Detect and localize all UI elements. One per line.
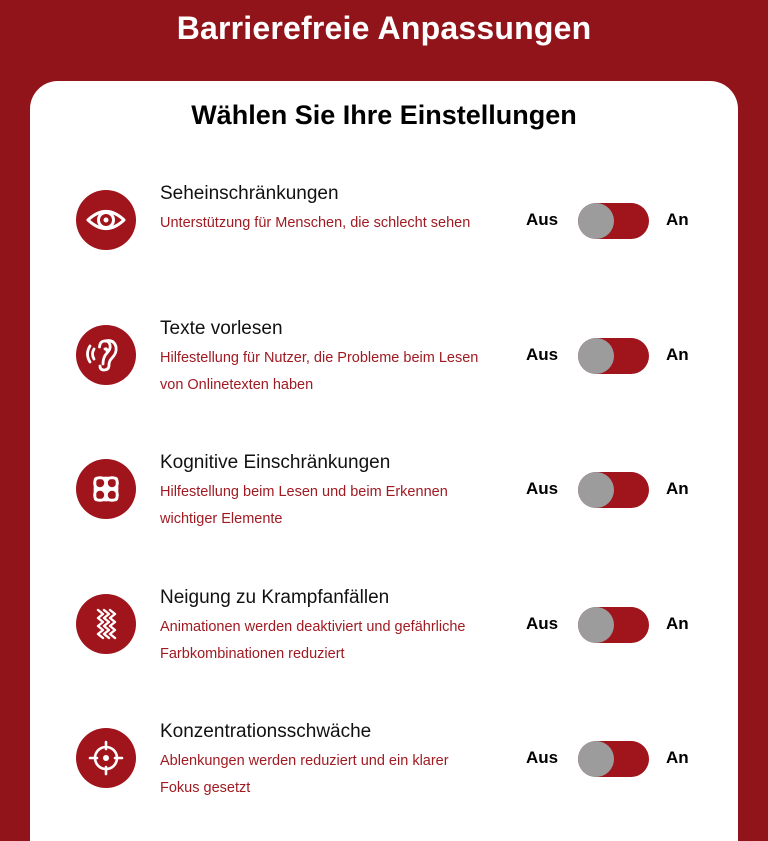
setting-row-read-aloud: Texte vorlesen Hilfestellung für Nutzer,… bbox=[30, 318, 738, 408]
toggle-on-label: An bbox=[666, 748, 689, 767]
setting-title: Kognitive Einschränkungen bbox=[160, 452, 391, 473]
settings-panel: Wählen Sie Ihre Einstellungen Seheinschr… bbox=[30, 81, 738, 841]
toggle-on-label: An bbox=[666, 479, 689, 498]
target-icon bbox=[76, 728, 136, 788]
cognitive-toggle[interactable] bbox=[578, 472, 649, 508]
setting-description: Animationen werden deaktiviert und gefäh… bbox=[160, 619, 466, 662]
setting-row-vision: Seheinschränkungen Unterstützung für Men… bbox=[30, 183, 738, 273]
toggle-off-label: Aus bbox=[526, 345, 559, 364]
setting-row-cognitive: Kognitive Einschränkungen Hilfestellung … bbox=[30, 452, 738, 542]
setting-title: Konzentrationsschwäche bbox=[160, 721, 372, 742]
toggle-knob bbox=[578, 607, 614, 643]
toggle-knob bbox=[578, 741, 614, 777]
concentration-toggle[interactable] bbox=[578, 741, 649, 777]
toggle-off-label: Aus bbox=[526, 210, 559, 229]
setting-title: Neigung zu Krampfanfällen bbox=[160, 587, 390, 608]
setting-description: Hilfestellung beim Lesen und beim Erkenn… bbox=[160, 484, 448, 527]
setting-row-seizure: Neigung zu Krampfanfällen Animationen we… bbox=[30, 587, 738, 677]
vision-toggle[interactable] bbox=[578, 203, 649, 239]
setting-row-concentration: Konzentrationsschwäche Ablenkungen werde… bbox=[30, 721, 738, 811]
toggle-knob bbox=[578, 472, 614, 508]
eye-icon bbox=[76, 190, 136, 250]
read-aloud-toggle[interactable] bbox=[578, 338, 649, 374]
toggle-off-label: Aus bbox=[526, 479, 559, 498]
panel-title: Wählen Sie Ihre Einstellungen bbox=[191, 100, 577, 130]
toggle-off-label: Aus bbox=[526, 614, 559, 633]
setting-title: Texte vorlesen bbox=[160, 318, 283, 339]
ear-icon bbox=[76, 325, 136, 385]
page-title: Barrierefreie Anpassungen bbox=[176, 9, 592, 46]
toggle-on-label: An bbox=[666, 614, 689, 633]
page-header: Barrierefreie Anpassungen bbox=[0, 0, 768, 60]
zigzag-waves-icon bbox=[76, 594, 136, 654]
toggle-knob bbox=[578, 338, 614, 374]
toggle-off-label: Aus bbox=[526, 748, 559, 767]
toggle-on-label: An bbox=[666, 345, 689, 364]
toggle-on-label: An bbox=[666, 210, 689, 229]
setting-title: Seheinschränkungen bbox=[160, 183, 339, 204]
setting-description: Hilfestellung für Nutzer, die Probleme b… bbox=[160, 350, 479, 393]
setting-description: Ablenkungen werden reduziert und ein kla… bbox=[160, 753, 449, 796]
toggle-knob bbox=[578, 203, 614, 239]
brain-knot-icon bbox=[76, 459, 136, 519]
setting-description: Unterstützung für Menschen, die schlecht… bbox=[160, 215, 471, 231]
seizure-toggle[interactable] bbox=[578, 607, 649, 643]
